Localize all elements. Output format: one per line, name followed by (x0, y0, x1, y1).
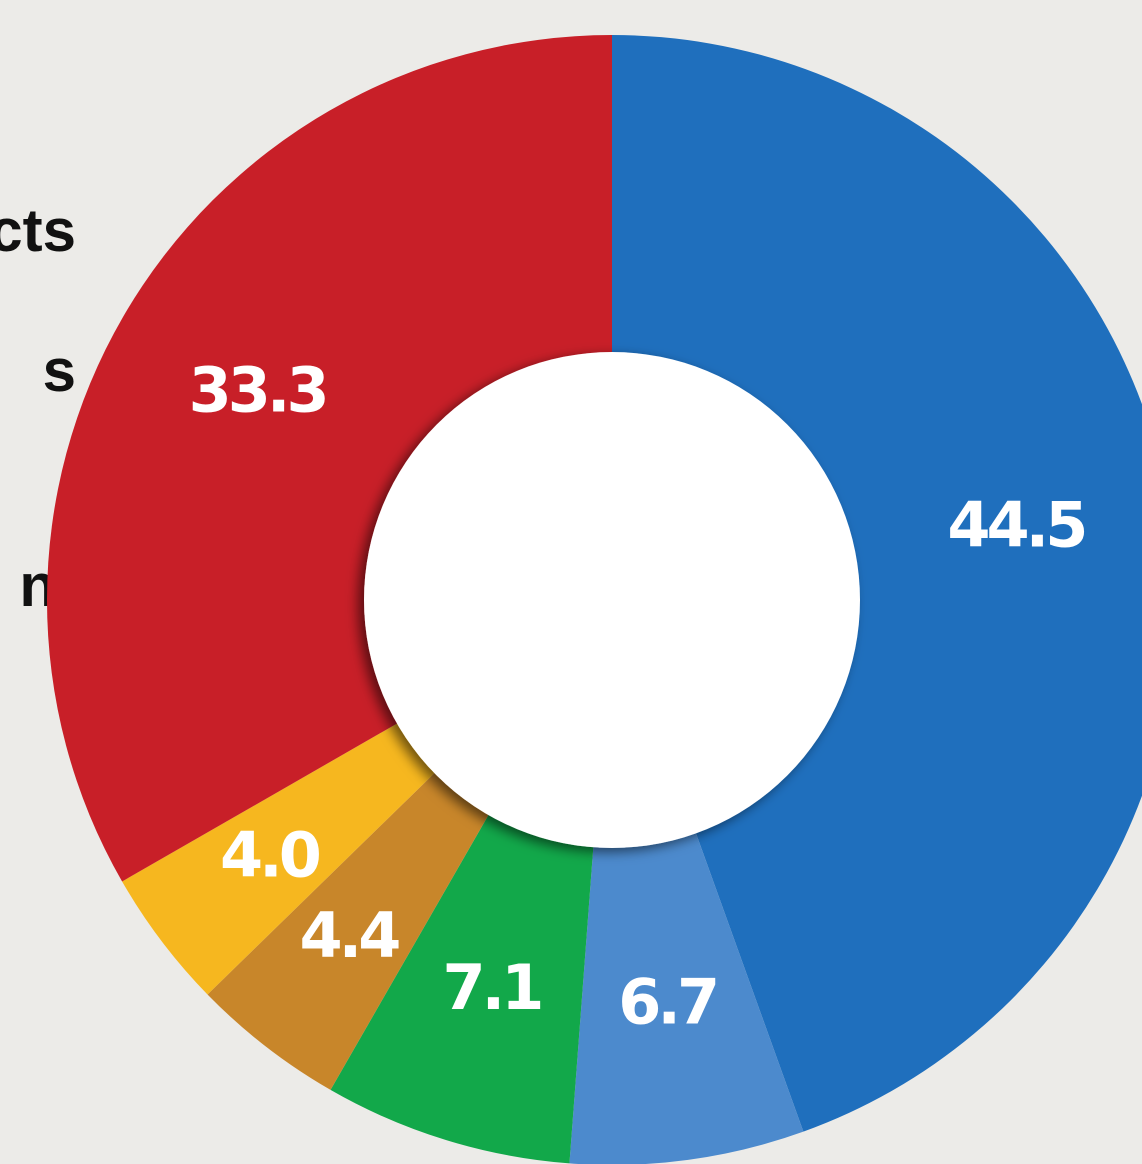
value-label: 4.4 (300, 899, 400, 972)
annotation: cts (0, 197, 76, 264)
value-label: 6.7 (618, 965, 716, 1038)
value-label: 7.1 (443, 951, 541, 1024)
value-label: 44.5 (947, 489, 1084, 562)
value-label: 33.3 (189, 354, 326, 427)
donut (46, 35, 1142, 1164)
slice (612, 35, 1142, 1132)
annotation: s (43, 337, 76, 404)
value-label: 4.0 (220, 818, 320, 891)
value-labels: 44.5 6.7 7.1 4.4 4.0 33.3 (189, 354, 1089, 1039)
donut-hole (364, 352, 860, 848)
